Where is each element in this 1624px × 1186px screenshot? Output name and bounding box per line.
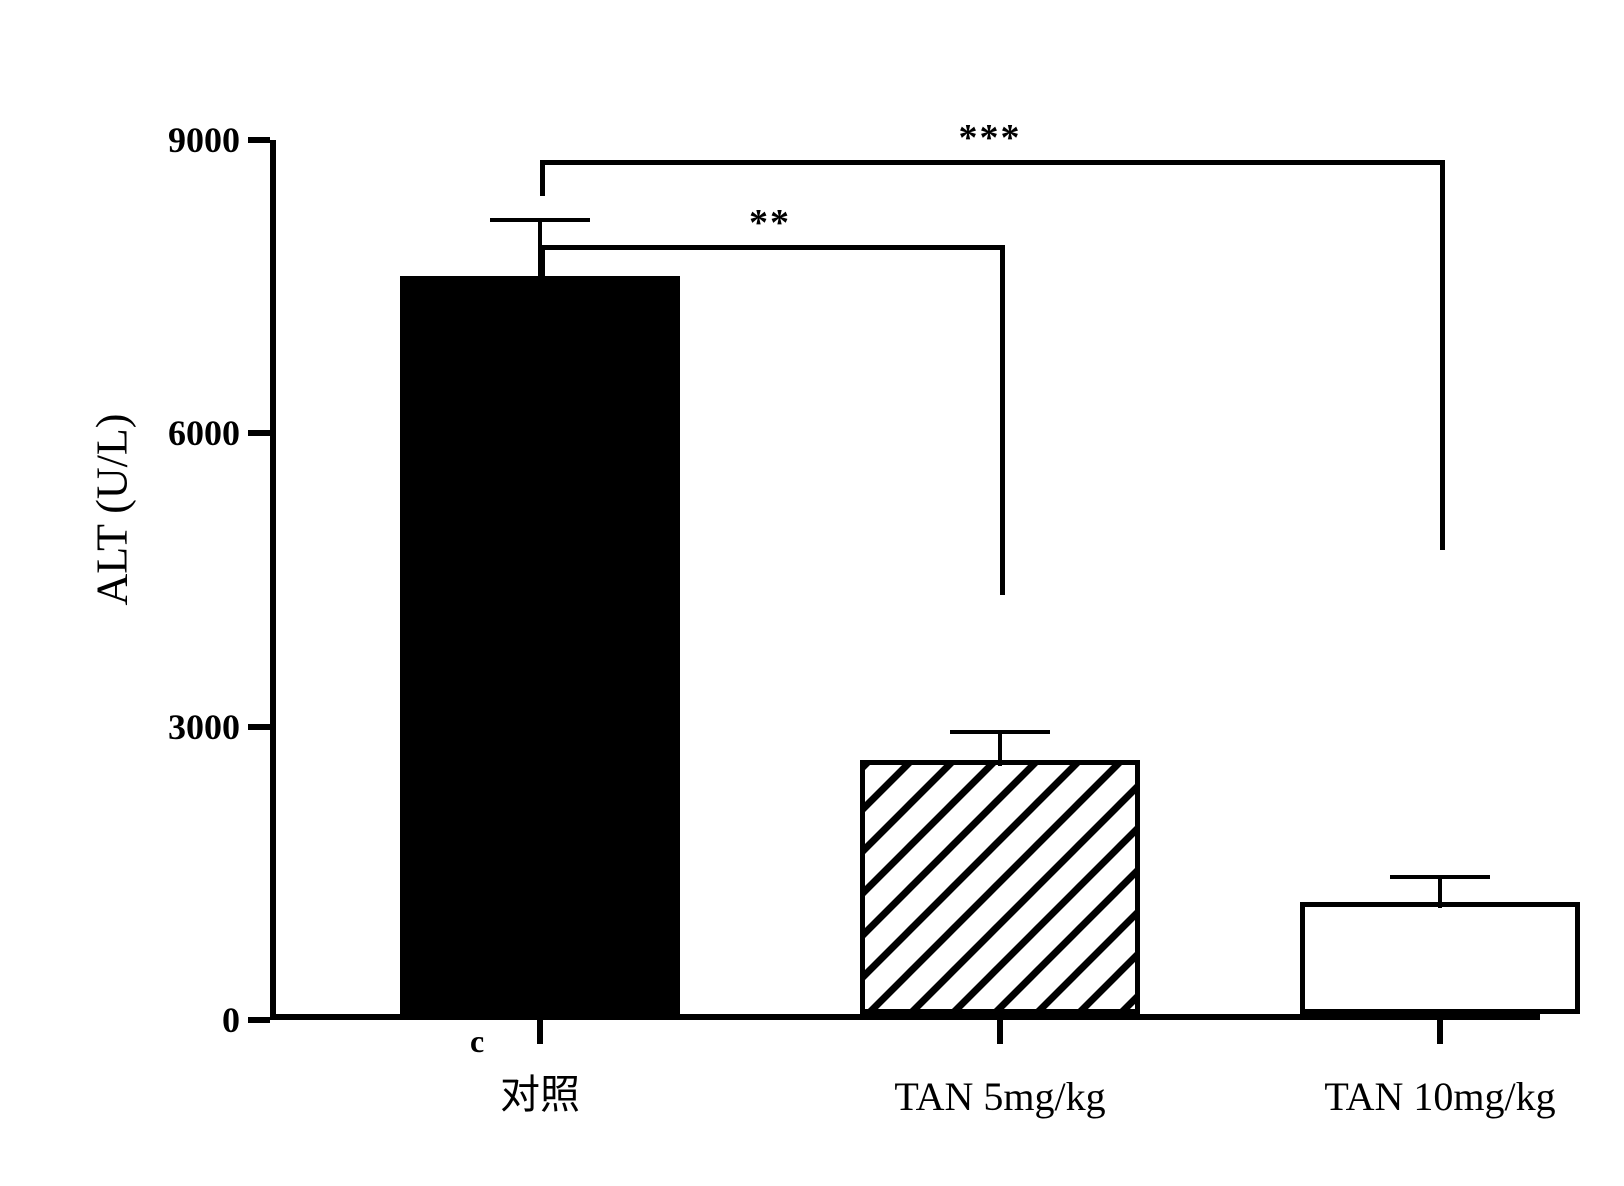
y-tick xyxy=(248,430,270,436)
x-axis-line xyxy=(270,1014,1540,1020)
significance-drop xyxy=(540,160,545,196)
error-cap xyxy=(490,218,590,222)
x-tick xyxy=(997,1020,1003,1044)
y-tick-label: 6000 xyxy=(130,412,240,454)
y-tick xyxy=(248,137,270,143)
panel-letter: c xyxy=(470,1023,484,1060)
x-tick-label: TAN 5mg/kg xyxy=(850,1073,1150,1120)
y-tick xyxy=(248,724,270,730)
bar xyxy=(1300,902,1580,1014)
significance-drop xyxy=(1000,245,1005,595)
x-tick-label: 对照 xyxy=(390,1062,690,1120)
error-bar xyxy=(998,730,1002,766)
significance-drop xyxy=(1440,160,1445,550)
bar xyxy=(860,760,1140,1014)
y-tick-label: 9000 xyxy=(130,119,240,161)
plot-area: c 0300060009000对照TAN 5mg/kgTAN 10mg/kg**… xyxy=(270,140,1540,1020)
y-tick xyxy=(248,1017,270,1023)
significance-bracket xyxy=(540,160,1445,165)
y-tick-label: 3000 xyxy=(130,706,240,748)
significance-label: ** xyxy=(710,201,830,245)
x-tick-label: TAN 10mg/kg xyxy=(1290,1073,1590,1120)
x-tick xyxy=(1437,1020,1443,1044)
x-tick xyxy=(537,1020,543,1044)
error-bar xyxy=(1438,875,1442,907)
y-axis-line xyxy=(270,140,276,1020)
error-cap xyxy=(1390,875,1490,879)
error-cap xyxy=(950,730,1050,734)
y-tick-label: 0 xyxy=(130,999,240,1041)
significance-bracket xyxy=(540,245,1005,250)
bar xyxy=(400,276,680,1014)
bar-chart: ALT (U/L) c 0300060009000对照TAN 5mg/kgTAN… xyxy=(100,20,1550,1160)
significance-drop xyxy=(540,245,545,310)
significance-label: *** xyxy=(930,116,1050,160)
